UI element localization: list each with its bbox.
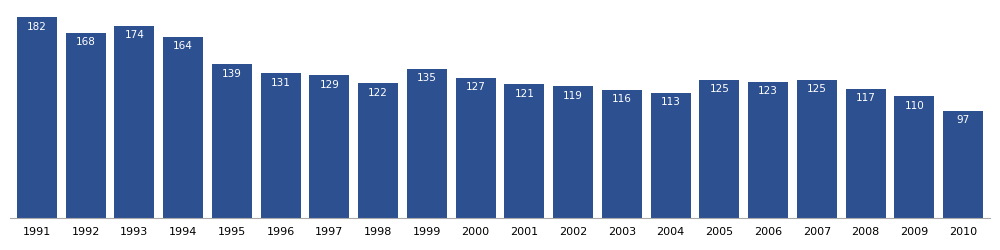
Bar — [17, 17, 57, 218]
Text: 174: 174 — [124, 30, 144, 40]
Bar — [797, 80, 837, 217]
Text: 127: 127 — [466, 82, 486, 92]
Bar — [261, 73, 301, 218]
Text: 123: 123 — [758, 86, 778, 97]
Bar — [407, 69, 447, 218]
Bar — [748, 82, 788, 218]
Bar — [651, 93, 691, 218]
Text: 125: 125 — [709, 84, 729, 94]
Text: 122: 122 — [368, 88, 388, 98]
Text: 125: 125 — [807, 84, 827, 94]
Text: 131: 131 — [271, 78, 291, 88]
Text: 164: 164 — [173, 41, 193, 51]
Text: 182: 182 — [27, 22, 47, 32]
Bar — [358, 83, 398, 217]
Text: 129: 129 — [319, 80, 339, 90]
Bar — [699, 80, 739, 217]
Bar — [602, 90, 642, 218]
Text: 110: 110 — [905, 101, 924, 111]
Bar — [504, 84, 544, 217]
Bar — [212, 64, 252, 218]
Text: 139: 139 — [222, 69, 242, 79]
Bar — [309, 76, 349, 218]
Text: 119: 119 — [563, 91, 583, 101]
Bar — [456, 78, 496, 217]
Text: 113: 113 — [661, 98, 681, 108]
Bar — [943, 111, 983, 218]
Text: 97: 97 — [957, 115, 970, 125]
Text: 117: 117 — [856, 93, 876, 103]
Text: 135: 135 — [417, 73, 437, 83]
Text: 168: 168 — [76, 37, 96, 47]
Text: 121: 121 — [514, 89, 534, 99]
Bar — [846, 89, 886, 218]
Bar — [66, 32, 106, 218]
Text: 116: 116 — [612, 94, 632, 104]
Bar — [163, 37, 203, 218]
Bar — [553, 86, 593, 218]
Bar — [894, 96, 934, 218]
Bar — [114, 26, 154, 218]
